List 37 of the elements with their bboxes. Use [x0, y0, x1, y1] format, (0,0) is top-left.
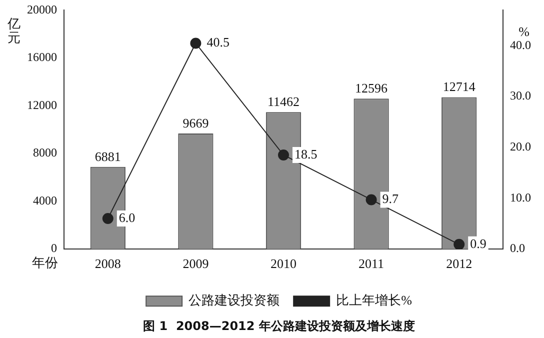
x-tick-label: 2008	[94, 256, 121, 272]
data-label: 40.5	[206, 34, 230, 50]
legend-label: 比上年增长%	[336, 292, 412, 308]
y-tick-label: 8000	[33, 146, 57, 160]
data-label: 6.0	[118, 210, 136, 225]
y-tick-label: 12000	[27, 98, 57, 112]
point	[366, 194, 377, 206]
y2-tick-label: 0.0	[510, 241, 525, 256]
point	[454, 238, 465, 249]
legend-label: 公路建设投资额	[188, 292, 280, 308]
x-axis-title: 年份	[32, 254, 58, 270]
x-tick-label: 2010	[270, 256, 296, 272]
point	[278, 150, 289, 161]
data-label: 9.7	[382, 191, 400, 206]
data-label: 9669	[182, 115, 209, 130]
y2-tick-label: 20.0	[510, 140, 531, 154]
y2-tick-label: 40.0	[510, 38, 531, 52]
y2-tick-label: 30.0	[510, 88, 531, 103]
x-tick-label: 2011	[358, 256, 384, 272]
x-tick-label: 2012	[446, 256, 472, 272]
y-tick-label: 0	[51, 241, 57, 256]
data-label: 12714	[442, 79, 476, 94]
data-label: 0.9	[470, 236, 486, 251]
x-tick-label: 2009	[182, 256, 209, 272]
data-label: 12596	[355, 80, 388, 96]
y-tick-label: 20000	[27, 2, 57, 16]
y-tick-label: 4000	[33, 193, 57, 208]
y-axis-title: 亿元	[6, 16, 20, 46]
point	[102, 213, 114, 224]
text: 图 1 2008—2012 年公路建设投资额及增长速度	[143, 318, 415, 333]
y2-axis-title: %	[518, 24, 530, 40]
point	[190, 38, 202, 49]
y-tick-label: 16000	[27, 50, 57, 64]
data-label: 18.5	[294, 146, 318, 162]
y2-tick-label: 10.0	[510, 190, 531, 204]
data-label: 11462	[267, 94, 300, 110]
data-label: 6881	[94, 148, 121, 164]
